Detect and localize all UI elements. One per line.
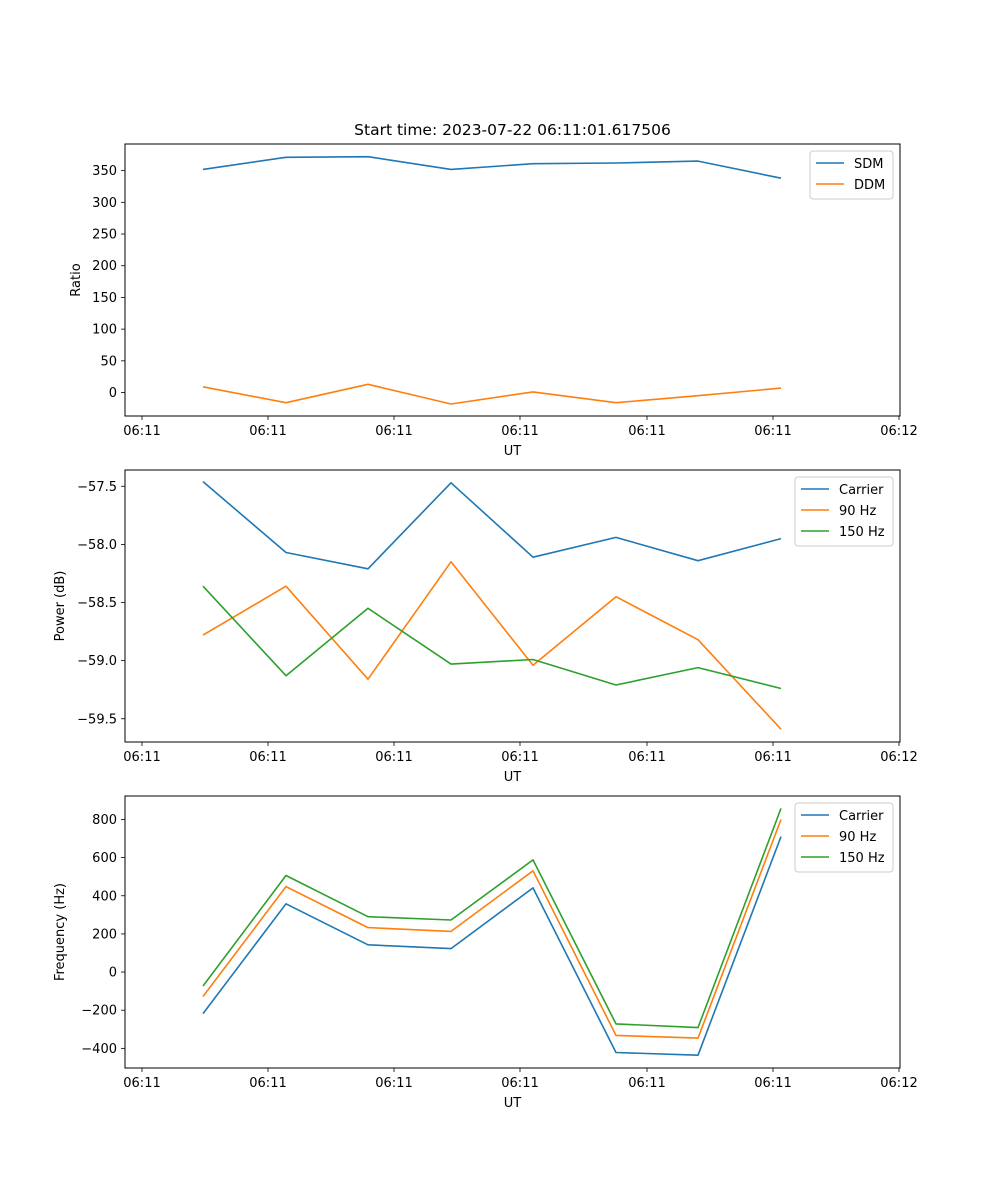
legend-label: 150 Hz: [839, 525, 885, 540]
x-tick-label: 06:11: [123, 1076, 160, 1091]
x-tick-label: 06:11: [375, 424, 412, 439]
y-tick-label: 400: [92, 889, 117, 904]
y-axis-label: Frequency (Hz): [53, 883, 68, 981]
x-tick-label: 06:11: [754, 424, 791, 439]
x-tick-label: 06:11: [123, 424, 160, 439]
legend-box: [794, 802, 894, 873]
x-tick-label: 06:11: [123, 750, 160, 765]
series-line-150-hz: [202, 585, 782, 690]
series-line-150-hz: [202, 808, 782, 1029]
y-tick-label: 50: [100, 354, 117, 369]
y-tick-label: 0: [109, 966, 117, 981]
plot-frame: [124, 469, 901, 743]
chart-title: Start time: 2023-07-22 06:11:01.617506: [354, 121, 671, 139]
y-tick-label: 300: [92, 196, 117, 211]
x-tick-label: 06:12: [880, 424, 917, 439]
plot-frame: [124, 143, 901, 417]
legend-label: 90 Hz: [839, 830, 876, 845]
x-axis-label: UT: [504, 444, 522, 459]
series-line-90-hz: [202, 560, 782, 730]
x-tick-label: 06:11: [375, 750, 412, 765]
x-tick-label: 06:11: [628, 750, 665, 765]
x-tick-label: 06:11: [754, 750, 791, 765]
y-tick-label: 100: [92, 323, 117, 338]
y-tick-label: 200: [92, 259, 117, 274]
x-tick-label: 06:12: [880, 1076, 917, 1091]
y-tick-label: −200: [81, 1004, 117, 1019]
x-tick-label: 06:11: [754, 1076, 791, 1091]
legend-label: DDM: [854, 178, 885, 193]
chart-panel-1: 06:11 06:11 06:11 06:11 06:11 06:11 06:12 0 50 10…: [69, 121, 918, 459]
series-line-sdm: [202, 155, 782, 179]
y-tick-label: 150: [92, 291, 117, 306]
x-axis-label: UT: [504, 770, 522, 785]
legend-box: [794, 476, 894, 547]
legend-label: 90 Hz: [839, 504, 876, 519]
series-line-ddm: [202, 383, 782, 405]
y-tick-label: −59.0: [77, 654, 117, 669]
series-line-carrier: [202, 480, 782, 570]
x-tick-label: 06:11: [375, 1076, 412, 1091]
x-tick-label: 06:11: [501, 424, 538, 439]
plot-frame: [124, 795, 901, 1069]
x-tick-label: 06:11: [501, 1076, 538, 1091]
x-tick-label: 06:12: [880, 750, 917, 765]
legend-label: Carrier: [839, 809, 884, 824]
y-tick-label: −58.5: [77, 596, 117, 611]
x-tick-label: 06:11: [501, 750, 538, 765]
y-tick-label: −59.5: [77, 712, 117, 727]
x-axis-label: UT: [504, 1096, 522, 1111]
x-tick-label: 06:11: [628, 424, 665, 439]
y-tick-label: 350: [92, 164, 117, 179]
legend-label: Carrier: [839, 483, 884, 498]
x-tick-label: 06:11: [249, 750, 286, 765]
y-tick-label: 0: [109, 386, 117, 401]
y-tick-label: 800: [92, 813, 117, 828]
y-axis-label: Power (dB): [53, 571, 68, 642]
series-line-carrier: [202, 836, 782, 1056]
legend-label: SDM: [854, 157, 883, 172]
y-tick-label: −400: [81, 1042, 117, 1057]
x-tick-label: 06:11: [628, 1076, 665, 1091]
y-tick-label: −58.0: [77, 538, 117, 553]
legend-label: 150 Hz: [839, 851, 885, 866]
y-tick-label: −57.5: [77, 480, 117, 495]
y-tick-label: 250: [92, 228, 117, 243]
y-tick-label: 200: [92, 927, 117, 942]
chart-panel-2: 06:11 06:11 06:11 06:11 06:11 06:11 06:12 −59.5…: [53, 469, 918, 785]
chart-panel-3: 06:11 06:11 06:11 06:11 06:11 06:11 06:12 −400 −…: [53, 795, 918, 1111]
y-axis-label: Ratio: [69, 263, 84, 296]
series-line-90-hz: [202, 819, 782, 1039]
y-tick-label: 600: [92, 851, 117, 866]
x-tick-label: 06:11: [249, 424, 286, 439]
x-tick-label: 06:11: [249, 1076, 286, 1091]
